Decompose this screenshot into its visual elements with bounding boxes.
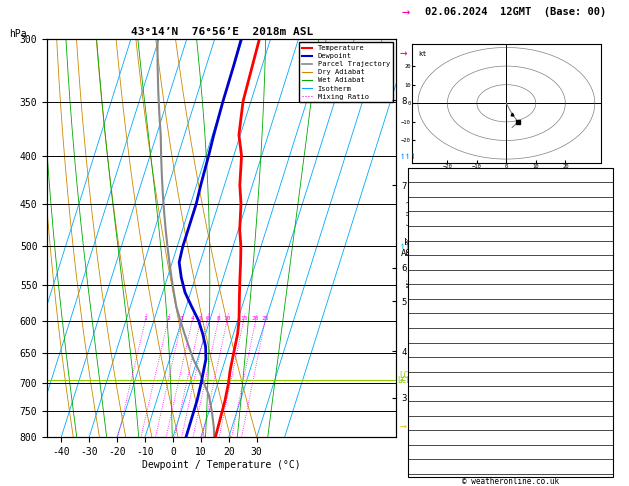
Text: 3: 3 [606,389,611,398]
Text: 15.3: 15.3 [591,229,611,238]
Text: Mixing Ratio (g/kg): Mixing Ratio (g/kg) [408,199,416,287]
Text: CAPE (J): CAPE (J) [411,287,451,296]
Text: -9999: -9999 [586,185,611,194]
Text: ↿↿↿: ↿↿↿ [399,151,417,161]
Text: →: → [399,422,406,432]
Text: 29: 29 [601,433,611,442]
Text: →: → [399,47,407,60]
Text: StmSpd (kt): StmSpd (kt) [411,462,465,471]
Text: SREH: SREH [411,433,431,442]
X-axis label: Dewpoint / Temperature (°C): Dewpoint / Temperature (°C) [142,460,301,470]
Text: 6: 6 [206,315,209,320]
Text: CAPE (J): CAPE (J) [411,375,451,383]
Text: PW (cm): PW (cm) [411,200,446,208]
Text: 4.7: 4.7 [596,243,611,252]
Legend: Temperature, Dewpoint, Parcel Trajectory, Dry Adiabat, Wet Adiabat, Isotherm, Mi: Temperature, Dewpoint, Parcel Trajectory… [299,42,392,103]
Text: K: K [411,171,416,179]
Text: 10: 10 [223,315,231,320]
Text: CIN (J): CIN (J) [411,389,446,398]
Text: EH: EH [411,418,421,427]
Text: ←: ← [399,375,405,385]
Text: ↿↿: ↿↿ [399,242,411,251]
Text: 4: 4 [191,315,194,320]
Text: StmDir: StmDir [411,448,441,456]
Text: © weatheronline.co.uk: © weatheronline.co.uk [462,477,559,486]
Text: -2: -2 [601,360,611,369]
Text: 15: 15 [240,315,247,320]
Text: -16: -16 [596,418,611,427]
Text: 5: 5 [199,315,203,320]
Text: CIN (J): CIN (J) [411,302,446,311]
Text: LCL: LCL [397,376,411,385]
Text: Dewp (°C): Dewp (°C) [411,243,456,252]
Text: Totals Totals: Totals Totals [411,185,476,194]
Text: 545: 545 [596,287,611,296]
Text: 326: 326 [596,346,611,354]
Text: LCL: LCL [399,371,413,380]
Text: 326: 326 [596,258,611,267]
Text: 02.06.2024  12GMT  (Base: 00): 02.06.2024 12GMT (Base: 00) [425,7,606,17]
Text: 25: 25 [262,315,269,320]
Text: -9999: -9999 [586,171,611,179]
Text: -2: -2 [601,273,611,281]
Text: Pressure (mb): Pressure (mb) [411,331,476,340]
Text: Hodograph: Hodograph [488,404,533,413]
Text: kt: kt [418,51,426,57]
Text: 3: 3 [180,315,184,320]
Text: θₑ(K): θₑ(K) [411,258,436,267]
Text: Most Unstable: Most Unstable [478,316,543,325]
Text: 1: 1 [143,315,147,320]
Text: 8: 8 [216,315,220,320]
Text: 2: 2 [166,315,170,320]
Text: θₑ (K): θₑ (K) [411,346,441,354]
Y-axis label: km
ASL: km ASL [401,238,418,258]
Text: Temp (°C): Temp (°C) [411,229,456,238]
Text: Surface: Surface [493,214,528,223]
Text: →: → [401,5,410,19]
Text: 1.16: 1.16 [591,200,611,208]
Text: Lifted Index: Lifted Index [411,273,470,281]
Text: 13: 13 [601,462,611,471]
Title: 43°14’N  76°56’E  2018m ASL: 43°14’N 76°56’E 2018m ASL [131,27,313,37]
Text: 20: 20 [252,315,259,320]
Text: 545: 545 [596,375,611,383]
Text: 310°: 310° [591,448,611,456]
Text: 808: 808 [596,331,611,340]
Text: Lifted Index: Lifted Index [411,360,470,369]
Text: hPa: hPa [9,29,27,39]
Text: 3: 3 [606,302,611,311]
